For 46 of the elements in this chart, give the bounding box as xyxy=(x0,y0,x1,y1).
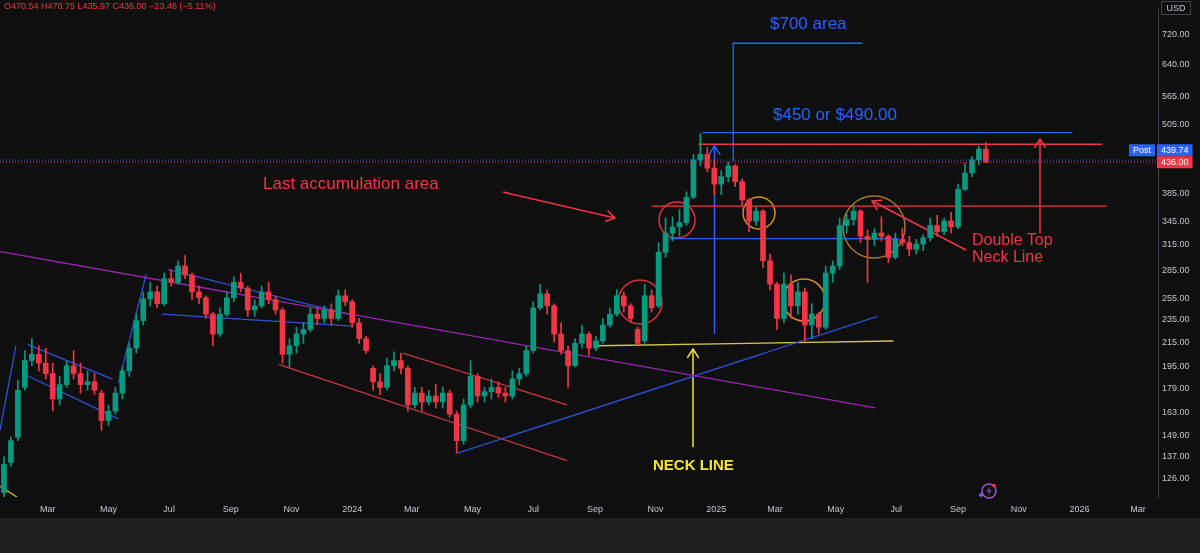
x-tick-label: May xyxy=(827,503,845,514)
y-tick-label: 149.00 xyxy=(1162,429,1190,440)
annotation: $450 or $490.00 xyxy=(773,104,897,124)
y-tick-label: 179.00 xyxy=(1162,383,1190,394)
y-tick-label: 720.00 xyxy=(1162,29,1190,40)
x-tick-label: 2025 xyxy=(706,503,727,514)
y-tick-label: 137.00 xyxy=(1162,451,1190,462)
y-tick-label: 215.00 xyxy=(1162,336,1190,347)
x-tick-label: 2024 xyxy=(342,503,363,514)
ref-line-label: 436.00 xyxy=(1161,157,1189,168)
y-tick-label: 163.00 xyxy=(1162,407,1190,418)
annotation: $700 area xyxy=(770,14,848,34)
x-tick-label: May xyxy=(464,503,482,514)
x-tick-label: Jul xyxy=(163,503,175,514)
x-tick-label: 2026 xyxy=(1069,503,1090,514)
annotation: NECK LINE xyxy=(653,456,734,474)
x-tick-label: Sep xyxy=(950,503,967,514)
y-tick-label: 126.00 xyxy=(1162,472,1190,483)
annotation: Post xyxy=(1132,145,1152,156)
x-tick-label: Nov xyxy=(283,503,300,514)
y-tick-label: 565.00 xyxy=(1162,90,1190,101)
y-tick-label: 505.00 xyxy=(1162,119,1190,130)
y-tick-label: 235.00 xyxy=(1162,314,1190,325)
annotation: Last accumulation area xyxy=(263,173,440,193)
x-tick-label: Mar xyxy=(1130,503,1146,514)
x-tick-label: Mar xyxy=(404,503,420,514)
x-tick-label: May xyxy=(99,503,118,514)
y-tick-label: 255.00 xyxy=(1162,293,1190,304)
x-tick-label: Sep xyxy=(222,503,239,514)
y-tick-label: 195.00 xyxy=(1162,361,1190,372)
annotation: O470.54 H470.75 L435.97 C436.00 −23.46 (−5.11%) xyxy=(4,1,216,12)
x-tick-label: Nov xyxy=(647,503,665,514)
y-tick-label: 640.00 xyxy=(1162,59,1190,70)
y-tick-label: 315.00 xyxy=(1162,239,1190,250)
y-tick-label: 345.00 xyxy=(1162,216,1190,227)
legend-label: 439.74 xyxy=(1161,145,1189,156)
x-tick-label: Sep xyxy=(586,503,603,514)
x-tick-label: Nov xyxy=(1010,503,1028,514)
x-tick-label: Mar xyxy=(767,503,783,514)
x-tick-label: Jul xyxy=(890,503,903,514)
y-tick-label: 285.00 xyxy=(1162,264,1190,275)
x-tick-label: Mar xyxy=(40,503,56,514)
y-tick-label: 385.00 xyxy=(1162,188,1190,199)
x-tick-label: Jul xyxy=(527,503,539,514)
y-axis-title: USD xyxy=(1166,2,1186,13)
annotation: Double Top Neck Line xyxy=(972,230,1053,266)
